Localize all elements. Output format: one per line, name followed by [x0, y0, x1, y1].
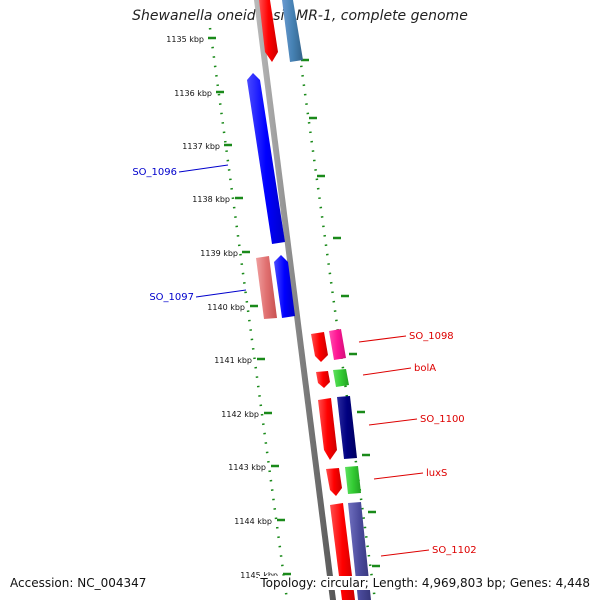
gene-label-so1100[interactable]: SO_1100	[420, 414, 465, 425]
kbp-label: 1141 kbp	[214, 356, 252, 365]
gene-label-bola[interactable]: bolA	[414, 363, 436, 374]
gene-label-so1096[interactable]: SO_1096	[132, 167, 177, 178]
gene-arrow-luxs	[326, 468, 342, 496]
gene-arrow-red-3	[330, 503, 355, 600]
gene-arrow-red-1	[311, 332, 328, 362]
leader-so1098	[358, 335, 407, 343]
leader-so1097	[195, 289, 247, 298]
gene-arrow-top-red	[259, 0, 278, 62]
gene-label-luxs[interactable]: luxS	[426, 468, 447, 479]
kbp-label: 1144 kbp	[234, 517, 272, 526]
gene-arrow-bola	[316, 371, 330, 388]
kbp-label: 1137 kbp	[182, 142, 220, 151]
gene-arrow-green-2	[345, 466, 361, 494]
leader-bola	[362, 367, 412, 376]
leader-so1102	[380, 549, 430, 557]
kbp-label: 1139 kbp	[200, 249, 238, 258]
gene-arrow-red-2	[318, 398, 337, 460]
kbp-label: 1135 kbp	[166, 35, 204, 44]
gene-arrow-green-1	[333, 369, 349, 387]
gene-label-so1102[interactable]: SO_1102	[432, 545, 477, 556]
gene-arrow-so1098	[329, 329, 346, 360]
leader-so1096	[178, 164, 229, 173]
kbp-scale: 1135 kbp 1136 kbp 1137 kbp 1138 kbp 1139…	[166, 35, 278, 580]
kbp-label: 1145 kbp	[240, 571, 278, 580]
left-major-ticks	[208, 36, 291, 576]
genome-summary-text: Topology: circular; Length: 4,969,803 bp…	[258, 576, 592, 590]
gene-arrow-so1102	[348, 502, 371, 600]
leader-so1100	[368, 418, 418, 426]
gene-arrow-so1100	[337, 396, 357, 459]
gene-label-so1097[interactable]: SO_1097	[149, 292, 194, 303]
gene-arrow-pink	[256, 256, 277, 319]
leader-luxs	[373, 472, 424, 480]
gene-label-so1098[interactable]: SO_1098	[409, 331, 454, 342]
gene-arrow-so1096	[247, 73, 285, 244]
kbp-label: 1142 kbp	[221, 410, 259, 419]
kbp-label: 1140 kbp	[207, 303, 245, 312]
map-title: Shewanella oneidensis MR-1, complete gen…	[132, 8, 468, 24]
kbp-label: 1136 kbp	[174, 89, 212, 98]
gene-arrow-so1097	[274, 255, 295, 318]
gene-arrow-top-steel	[282, 0, 303, 62]
left-tick-track	[208, 27, 289, 600]
right-tick-track	[294, 27, 377, 600]
accession-text: Accession: NC_004347	[8, 576, 149, 590]
kbp-label: 1138 kbp	[192, 195, 230, 204]
genome-backbone	[254, 0, 336, 600]
right-major-ticks	[301, 58, 380, 568]
kbp-label: 1143 kbp	[228, 463, 266, 472]
